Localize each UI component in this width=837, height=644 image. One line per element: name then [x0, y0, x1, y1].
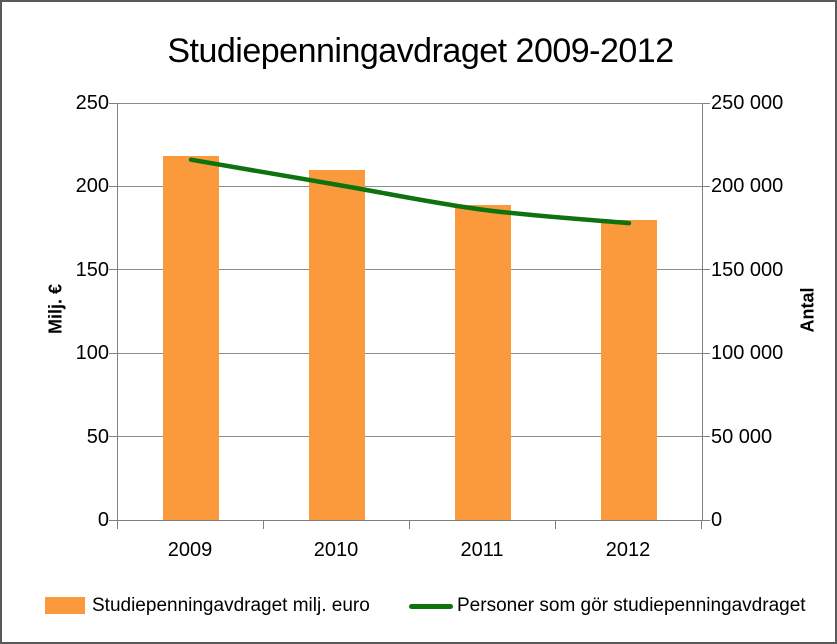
y-right-tick-label: 250 000	[711, 92, 784, 114]
line-series	[188, 157, 632, 226]
y-right-axis-title: Antal	[797, 287, 818, 333]
bar-2009	[163, 156, 219, 520]
bar-2010	[309, 169, 365, 520]
gridline	[118, 102, 702, 104]
y-left-tick-label: 0	[97, 509, 109, 531]
line-path	[188, 157, 632, 226]
gridline	[118, 269, 702, 271]
y-right-tick-mark	[702, 102, 710, 104]
x-category-label-2010: 2010	[313, 539, 359, 561]
x-category-label-2009: 2009	[167, 539, 213, 561]
x-tick-mark	[409, 521, 410, 529]
gridline	[118, 185, 702, 187]
y-left-tick-label: 200	[75, 175, 109, 198]
chart-title: Studiepenningavdraget 2009-2012	[167, 32, 674, 70]
legend-label-bars: Studiepenningavdraget milj. euro	[92, 595, 370, 616]
y-left-tick-label: 100	[75, 342, 109, 365]
plot-area	[117, 102, 703, 521]
x-category-label-2012: 2012	[605, 539, 651, 561]
legend-label-line: Personer som gör studiepenningavdraget	[457, 595, 806, 616]
x-tick-mark	[701, 521, 702, 529]
y-left-tick-label: 150	[75, 258, 109, 281]
legend-swatch-line	[409, 604, 453, 609]
y-right-tick-label: 50 000	[711, 425, 773, 448]
y-right-tick-label: 200 000	[711, 175, 784, 198]
y-left-tick-label: 250	[75, 92, 109, 114]
y-left-tick-mark	[109, 519, 117, 521]
x-category-label-2011: 2011	[460, 539, 504, 561]
legend-swatch-bars	[45, 597, 85, 614]
y-left-tick-label: 50	[86, 425, 109, 448]
y-left-axis-title: Milj. €	[45, 283, 66, 335]
y-left-tick-mark	[109, 185, 117, 187]
y-left-tick-mark	[109, 352, 117, 354]
y-right-tick-label: 150 000	[711, 258, 784, 281]
y-right-tick-mark	[702, 185, 710, 187]
bar-2011	[455, 204, 511, 520]
y-right-tick-mark	[702, 436, 710, 438]
x-tick-mark	[117, 521, 118, 529]
y-right-tick-label: 0	[711, 509, 723, 531]
y-right-tick-mark	[702, 269, 710, 271]
y-left-tick-mark	[109, 436, 117, 438]
x-tick-mark	[555, 521, 556, 529]
y-right-tick-mark	[702, 352, 710, 354]
y-left-tick-mark	[109, 102, 117, 104]
gridline	[118, 352, 702, 354]
y-right-tick-label: 100 000	[711, 342, 784, 365]
y-right-tick-mark	[702, 519, 710, 521]
bar-2012	[601, 219, 657, 520]
x-tick-mark	[263, 521, 264, 529]
y-left-tick-mark	[109, 269, 117, 271]
gridline	[118, 436, 702, 438]
